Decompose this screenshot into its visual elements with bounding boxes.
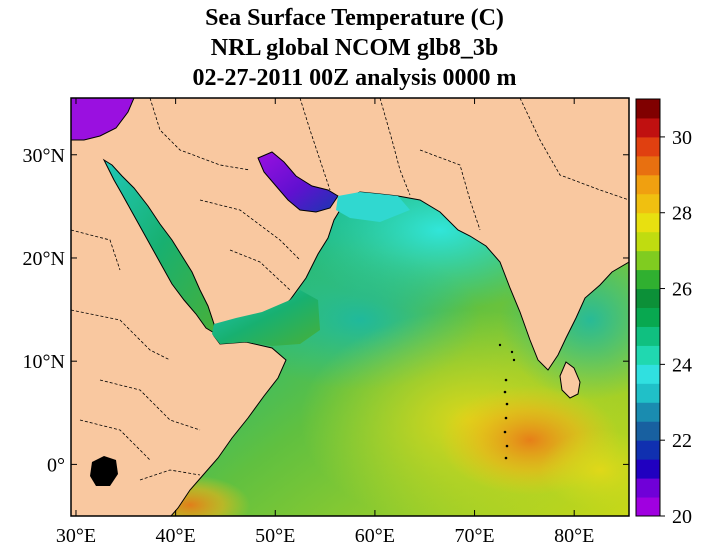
colorbar-swatch <box>636 440 660 460</box>
colorbar-swatch <box>636 99 660 119</box>
x-tick-label: 70°E <box>454 525 494 547</box>
title-line-1: Sea Surface Temperature (C) <box>205 5 504 31</box>
y-tick-label: 20°N <box>23 248 65 270</box>
colorbar-swatch <box>636 326 660 346</box>
colorbar-swatch <box>636 250 660 271</box>
x-tick-label: 60°E <box>355 525 395 547</box>
x-tick-label: 80°E <box>554 525 594 547</box>
colorbar-swatch <box>636 155 660 176</box>
colorbar-tick-label: 20 <box>672 506 692 528</box>
y-tick-label: 0° <box>47 454 65 476</box>
colorbar-swatch <box>636 364 660 384</box>
colorbar-swatch <box>636 307 660 327</box>
political-borders <box>71 98 629 481</box>
y-axis: 0° 10°N 20°N 30°N <box>23 145 629 476</box>
colorbar-swatch <box>636 402 660 422</box>
colorbar-swatch <box>636 212 660 233</box>
y-tick-label: 10°N <box>23 351 65 373</box>
colorbar-swatch <box>636 383 660 403</box>
colorbar: 20 22 24 26 28 30 <box>635 98 692 528</box>
colorbar-swatch <box>636 136 660 157</box>
colorbar-swatch <box>636 497 660 517</box>
colorbar-frame <box>635 98 661 517</box>
y-tick-label: 30°N <box>23 145 65 167</box>
colorbar-swatch <box>636 478 660 498</box>
x-tick-label: 50°E <box>255 525 295 547</box>
colorbar-tick-label: 26 <box>672 279 692 301</box>
colorbar-swatch <box>636 117 660 138</box>
colorbar-swatch <box>636 421 660 441</box>
x-axis: 30°E 40°E 50°E 60°E 70°E 80°E <box>56 98 594 547</box>
colorbar-swatch <box>636 269 660 290</box>
colorbar-swatch <box>636 174 660 195</box>
title-line-2: NRL global NCOM glb8_3b <box>210 35 499 61</box>
x-tick-label: 30°E <box>56 525 96 547</box>
colorbar-tick-label: 28 <box>672 203 692 225</box>
colorbar-swatch <box>636 459 660 479</box>
colorbar-swatch <box>636 345 660 365</box>
title-line-3: 02-27-2011 00Z analysis 0000 m <box>192 65 517 91</box>
colorbar-swatch <box>636 193 660 214</box>
colorbar-swatch <box>636 288 660 308</box>
x-tick-label: 40°E <box>156 525 196 547</box>
colorbar-tick-label: 30 <box>672 127 692 149</box>
colorbar-tick-label: 24 <box>672 354 692 376</box>
colorbar-swatch <box>636 231 660 252</box>
colorbar-tick-label: 22 <box>672 430 692 452</box>
plot-frame <box>70 97 630 517</box>
